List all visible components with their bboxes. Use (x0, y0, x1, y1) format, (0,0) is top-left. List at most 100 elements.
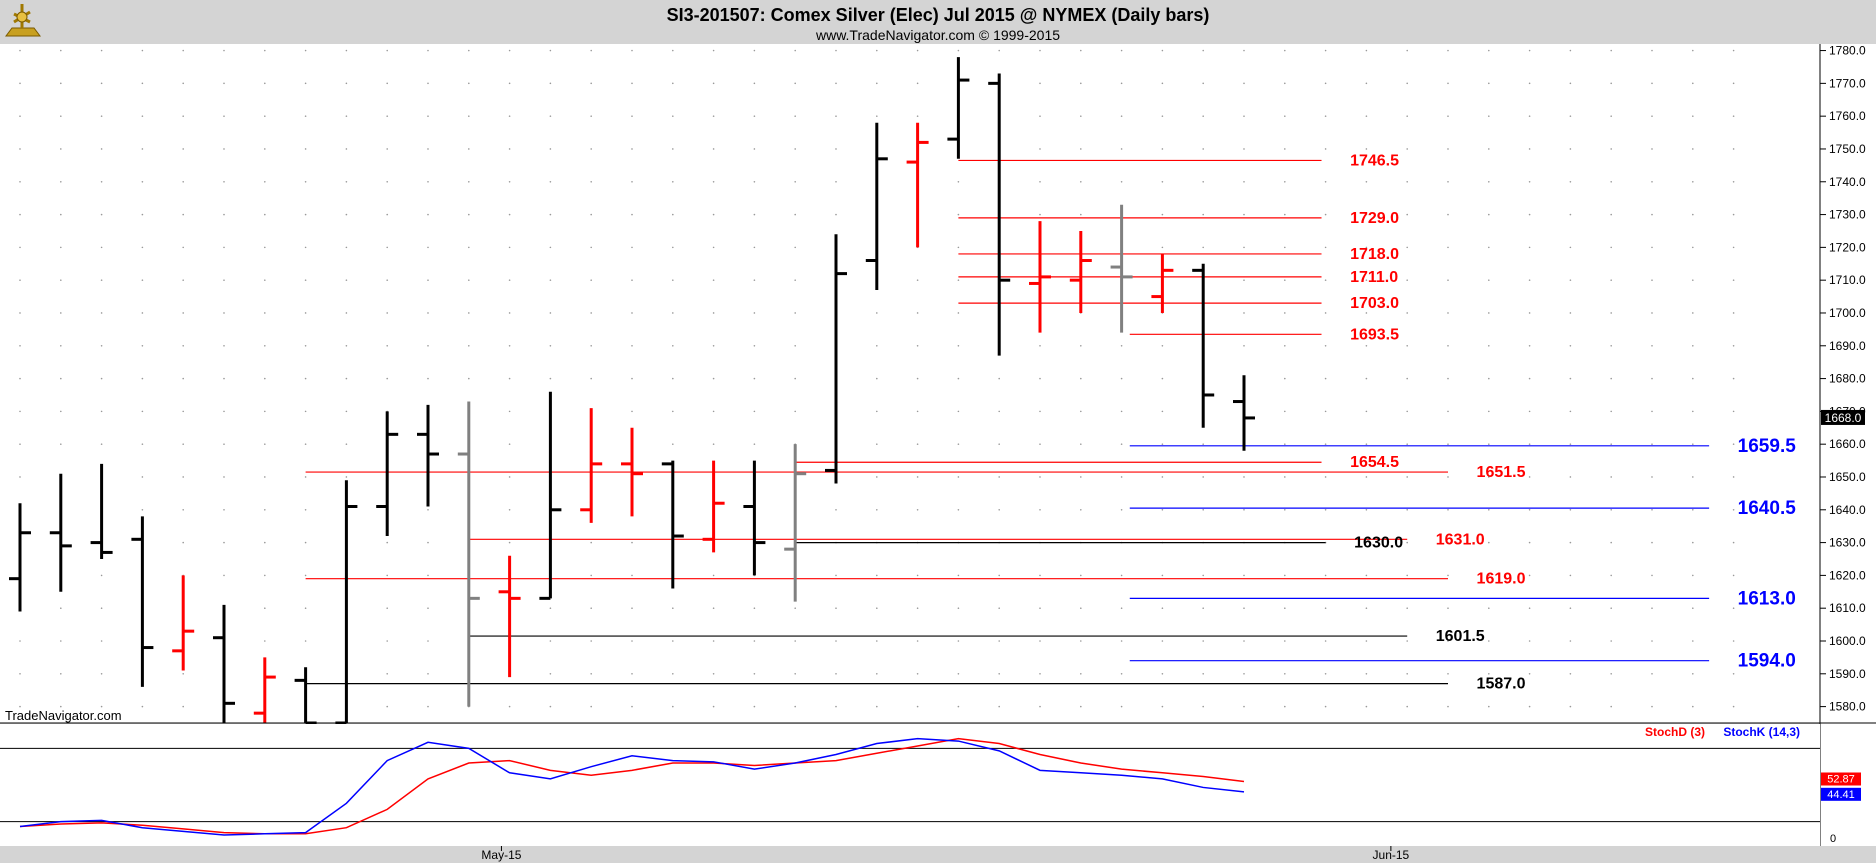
grid-dot (549, 672, 552, 675)
price-axis[interactable] (1820, 44, 1876, 846)
grid-dot (60, 377, 62, 380)
stochd-line (19, 737, 1245, 835)
grid-dot (1120, 344, 1123, 347)
grid-dot (1528, 377, 1531, 380)
grid-dot (835, 640, 837, 642)
grid-dot (835, 508, 837, 511)
chart-title: SI3-201507: Comex Silver (Elec) Jul 2015… (667, 5, 1210, 25)
grid-dot (1120, 574, 1123, 577)
grid-dot (1732, 574, 1735, 577)
grid-dot (672, 82, 674, 85)
grid-dot (1243, 115, 1245, 117)
grid-dot (1447, 82, 1449, 85)
grid-dot (1161, 115, 1164, 117)
grid-dot (427, 115, 429, 117)
grid-dot (508, 246, 511, 249)
grid-dot (1447, 443, 1449, 445)
grid-dot (1202, 82, 1204, 85)
grid-dot (1080, 508, 1082, 511)
grid-dot (1243, 180, 1245, 183)
grid-dot (304, 213, 307, 216)
price-panel[interactable] (0, 44, 1820, 723)
grid-dot (1365, 508, 1368, 511)
y-tick-label: 1660.0 (1829, 437, 1866, 451)
grid-dot (1243, 279, 1245, 281)
grid-dot (712, 49, 715, 52)
grid-dot (1488, 541, 1490, 544)
grid-dot (753, 705, 756, 708)
grid-dot (141, 49, 144, 52)
ohlc-bar (580, 408, 603, 523)
grid-dot (100, 246, 103, 249)
grid-dot (1365, 148, 1368, 150)
grid-dot (304, 180, 307, 183)
grid-dot (712, 705, 715, 708)
grid-dot (304, 508, 307, 511)
grid-dot (264, 574, 266, 577)
grid-dot (141, 443, 144, 445)
x-tick-label: Jun-15 (1373, 848, 1410, 862)
grid-dot (1528, 443, 1531, 445)
grid-dot (1569, 476, 1572, 478)
grid-dot (712, 312, 715, 314)
grid-dot (1080, 410, 1082, 413)
grid-dot (753, 672, 756, 675)
grid-dot (590, 213, 592, 216)
grid-dot (957, 49, 960, 52)
grid-dot (1120, 443, 1123, 445)
grid-dot (1080, 574, 1082, 577)
grid-dot (1488, 213, 1490, 216)
grid-dot (753, 344, 756, 347)
grid-dot (264, 180, 266, 183)
grid-dot (1406, 672, 1408, 675)
grid-dot (1732, 476, 1735, 478)
grid-dot (1406, 377, 1408, 380)
grid-dot (1284, 115, 1286, 117)
grid-dot (1039, 82, 1041, 85)
grid-dot (1324, 344, 1327, 347)
time-axis[interactable] (0, 846, 1876, 863)
grid-dot (712, 607, 715, 609)
grid-dot (1447, 672, 1449, 675)
grid-dot (1120, 82, 1123, 85)
grid-dot (1732, 541, 1735, 544)
stochastic-panel[interactable] (0, 724, 1820, 846)
stochastic-lines (19, 737, 1245, 836)
grid-dot (1692, 312, 1694, 314)
y-tick-label: 1730.0 (1829, 208, 1866, 222)
grid-dot (876, 312, 878, 314)
grid-dot (876, 705, 878, 708)
grid-dot (1161, 180, 1164, 183)
grid-dot (1651, 705, 1653, 708)
grid-dot (1488, 607, 1490, 609)
grid-dot (957, 377, 960, 380)
grid-dot (1692, 574, 1694, 577)
grid-dot (427, 607, 429, 609)
grid-dot (1692, 508, 1694, 511)
grid-dot (1161, 213, 1164, 216)
grid-dot (141, 246, 144, 249)
grid-dot (916, 574, 919, 577)
level-lines: 1746.5 1729.0 1718.0 1711.0 1703.0 1693.5 1659… (305, 152, 1796, 693)
ohlc-bar (90, 463, 113, 559)
grid-dot (1284, 148, 1286, 150)
grid-dot (1528, 49, 1531, 52)
grid-dot (1243, 640, 1245, 642)
grid-dot (264, 82, 266, 85)
grid-dot (672, 377, 674, 380)
grid-dot (1610, 705, 1612, 708)
grid-dot (1039, 443, 1041, 445)
grid-dot (876, 672, 878, 675)
grid-dot (1080, 443, 1082, 445)
grid-dot (1488, 508, 1490, 511)
grid-dot (60, 115, 62, 117)
grid-dot (223, 574, 225, 577)
grid-dot (60, 443, 62, 445)
grid-dot (19, 115, 21, 117)
ohlc-bar (49, 473, 72, 592)
grid-dot (100, 443, 103, 445)
grid-dot (1732, 377, 1735, 380)
grid-dot (1039, 476, 1041, 478)
grid-dot (998, 377, 1000, 380)
level-label: 1718.0 (1350, 246, 1399, 263)
